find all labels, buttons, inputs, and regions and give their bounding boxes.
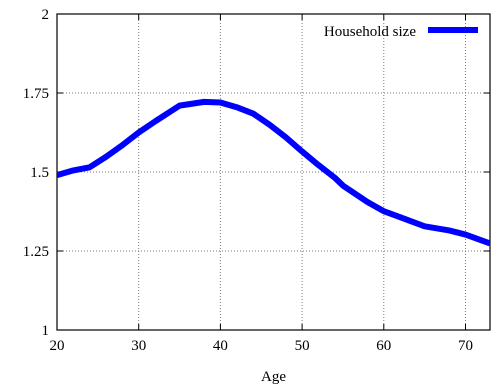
y-tick-label: 2	[42, 7, 50, 23]
y-tick-label: 1.75	[23, 86, 49, 102]
x-tick-label: 70	[458, 338, 473, 354]
grid-lines	[57, 14, 490, 330]
series-line-household-size	[57, 98, 490, 247]
axis-ticks: 20 30 40 50 60 70 1 1.25 1.5 1.75 2	[23, 7, 490, 354]
x-tick-label: 40	[213, 338, 228, 354]
legend: Household size	[324, 24, 478, 40]
series-layer	[57, 98, 490, 247]
x-tick-label: 50	[295, 338, 310, 354]
legend-label: Household size	[324, 24, 416, 40]
y-tick-label: 1.25	[23, 244, 49, 260]
x-tick-label: 20	[50, 338, 65, 354]
x-tick-label: 60	[376, 338, 391, 354]
x-tick-label: 30	[131, 338, 146, 354]
x-axis-label: Age	[261, 369, 286, 385]
y-tick-label: 1	[42, 323, 50, 339]
y-tick-label: 1.5	[30, 165, 49, 181]
